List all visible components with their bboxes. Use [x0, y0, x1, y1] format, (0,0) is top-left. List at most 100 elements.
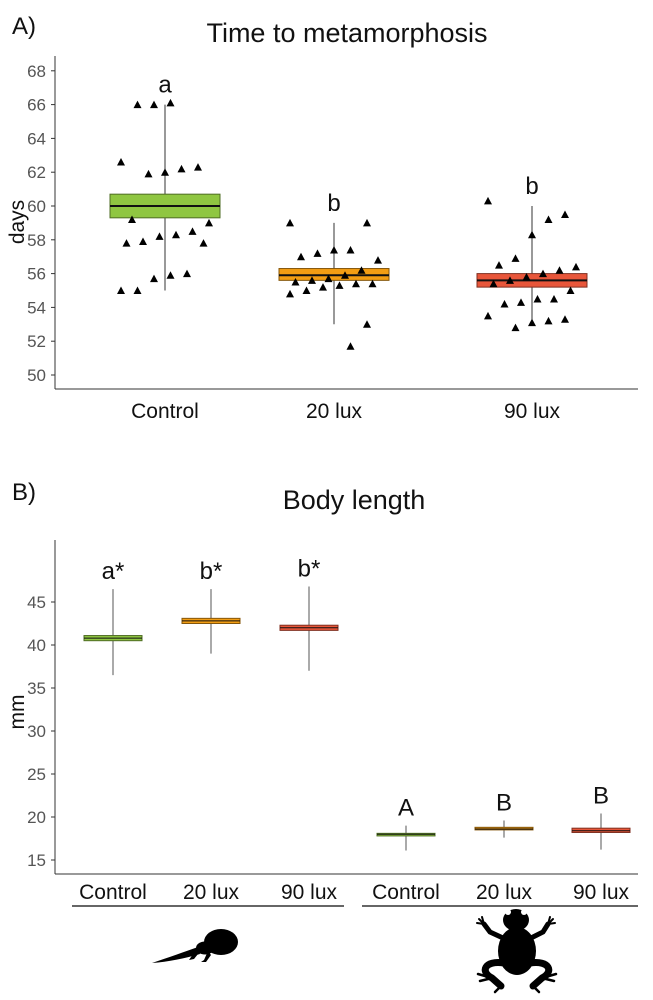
- panel-b-letter-label: B: [496, 789, 512, 816]
- panel-a-data-point: [368, 279, 377, 288]
- panel-a-data-point: [183, 269, 191, 278]
- panel-a-data-points: [117, 98, 580, 350]
- panel-a-letter-label: b: [327, 190, 340, 217]
- panel-a-data-point: [539, 269, 547, 278]
- panel-a-data-point: [528, 318, 536, 327]
- panel-a-data-point: [150, 100, 158, 109]
- panel-a-data-point: [155, 232, 164, 240]
- panel-a-data-point: [357, 266, 366, 274]
- panel-a-data-point: [374, 256, 382, 264]
- panel-a-data-point: [139, 237, 147, 245]
- panel-a-data-point: [511, 254, 520, 262]
- panel-a-data-point: [544, 316, 553, 325]
- frog-icon: [476, 909, 558, 994]
- panel-b-x-tick-label: Control: [372, 881, 440, 904]
- panel-a-data-point: [335, 281, 344, 289]
- panel-b-y-tick-label: 45: [27, 593, 46, 612]
- panel-a-data-point: [500, 300, 509, 308]
- panel-a-data-point: [122, 239, 131, 247]
- panel-b-body-length: B) Body length mm 15 20 25 30 35 40 45 a* b* b* A…: [6, 479, 638, 994]
- panel-a-data-point: [484, 196, 492, 205]
- panel-b-x-ticks: Control 20 lux 90 lux Control 20 lux 90 lux: [79, 881, 629, 904]
- panel-a-data-point: [117, 158, 125, 166]
- panel-a-data-point: [511, 323, 520, 332]
- panel-a-data-point: [297, 252, 305, 261]
- panel-a-x-tick-label: Control: [131, 400, 199, 423]
- panel-a-data-point: [194, 163, 202, 171]
- panel-a-data-point: [566, 286, 575, 294]
- panel-a-data-point: [144, 169, 153, 178]
- panel-b-letter: B): [12, 479, 36, 506]
- panel-a-data-point: [172, 230, 180, 239]
- panel-b-y-axis-label: mm: [6, 695, 29, 730]
- panel-b-letter-label: A: [398, 795, 414, 822]
- panel-a-data-point: [363, 320, 371, 328]
- panel-a-data-point: [286, 289, 294, 298]
- panel-a-data-point: [302, 286, 311, 294]
- panel-b-x-tick-label: 20 lux: [183, 881, 240, 904]
- panel-a-data-point: [544, 215, 553, 224]
- panel-a-data-point: [506, 276, 514, 284]
- panel-b-y-tick-label: 35: [27, 679, 46, 698]
- panel-a-data-point: [528, 230, 536, 239]
- panel-b-y-tick-label: 40: [27, 636, 46, 655]
- panel-a-data-point: [495, 261, 503, 269]
- panel-b-x-tick-label: 20 lux: [476, 881, 533, 904]
- panel-a-y-tick-label: 64: [27, 129, 46, 148]
- panel-a-letter-label: b: [525, 173, 538, 200]
- panel-a-data-point: [330, 245, 338, 254]
- panel-b-letter-label: b*: [298, 556, 321, 583]
- panel-a-y-tick-label: 50: [27, 366, 46, 385]
- panel-b-y-tick-label: 30: [27, 722, 46, 741]
- panel-a-data-point: [313, 249, 322, 257]
- panel-a-data-point: [150, 274, 158, 283]
- panel-a-data-point: [522, 272, 531, 281]
- panel-a-data-point: [363, 218, 371, 227]
- panel-a-data-point: [166, 98, 175, 107]
- panel-a-title: Time to metamorphosis: [206, 18, 487, 48]
- panel-a-letter-label: a: [158, 72, 172, 99]
- panel-a-data-point: [517, 298, 525, 306]
- panel-a-y-tick-label: 66: [27, 96, 46, 115]
- panel-a-x-tick-label: 90 lux: [504, 400, 561, 423]
- panel-b-x-tick-label: Control: [79, 881, 147, 904]
- panel-b-letter-label: B: [593, 783, 609, 810]
- panel-a-data-point: [199, 239, 208, 247]
- panel-a-y-ticks: 50 52 54 56 58 60 62 64 66 68: [27, 62, 55, 385]
- panel-a-y-tick-label: 68: [27, 62, 46, 81]
- panel-a-y-tick-label: 60: [27, 197, 46, 216]
- panel-a-data-point: [177, 164, 186, 173]
- panel-a-boxes: [109, 104, 588, 325]
- panel-a-data-point: [561, 210, 569, 218]
- panel-a-y-tick-label: 52: [27, 332, 46, 351]
- panel-a-data-point: [352, 279, 360, 288]
- panel-b-y-tick-label: 20: [27, 808, 46, 827]
- panel-b-x-tick-label: 90 lux: [573, 881, 630, 904]
- panel-a-data-point: [324, 274, 333, 283]
- panel-a-significance-letters: a b b: [158, 72, 538, 217]
- panel-b-y-ticks: 15 20 25 30 35 40 45: [27, 593, 55, 870]
- panel-a-data-point: [550, 294, 558, 303]
- panel-a-data-point: [291, 278, 300, 286]
- tadpole-icon: [152, 929, 238, 963]
- panel-b-letter-label: a*: [102, 558, 125, 585]
- panel-a-y-tick-label: 56: [27, 265, 46, 284]
- panel-a-data-point: [572, 262, 580, 271]
- panel-a-data-point: [346, 342, 355, 350]
- panel-a-data-point: [188, 227, 197, 235]
- panel-a-x-tick-label: 20 lux: [306, 400, 363, 423]
- panel-a-y-tick-label: 58: [27, 231, 46, 250]
- panel-b-title: Body length: [283, 485, 426, 515]
- panel-a-data-point: [533, 294, 542, 303]
- panel-a-data-point: [117, 286, 125, 294]
- panel-b-y-tick-label: 15: [27, 851, 46, 870]
- panel-a-data-point: [308, 276, 316, 284]
- panel-a-data-point: [166, 271, 175, 279]
- panel-a-data-point: [341, 271, 349, 279]
- panel-a-data-point: [319, 283, 327, 291]
- panel-a-data-point: [286, 218, 294, 227]
- panel-a-y-tick-label: 62: [27, 163, 46, 182]
- panel-a-time-to-metamorphosis: A) Time to metamorphosis days 50 52 54 56 58…: [6, 13, 638, 423]
- panel-b-x-tick-label: 90 lux: [281, 881, 338, 904]
